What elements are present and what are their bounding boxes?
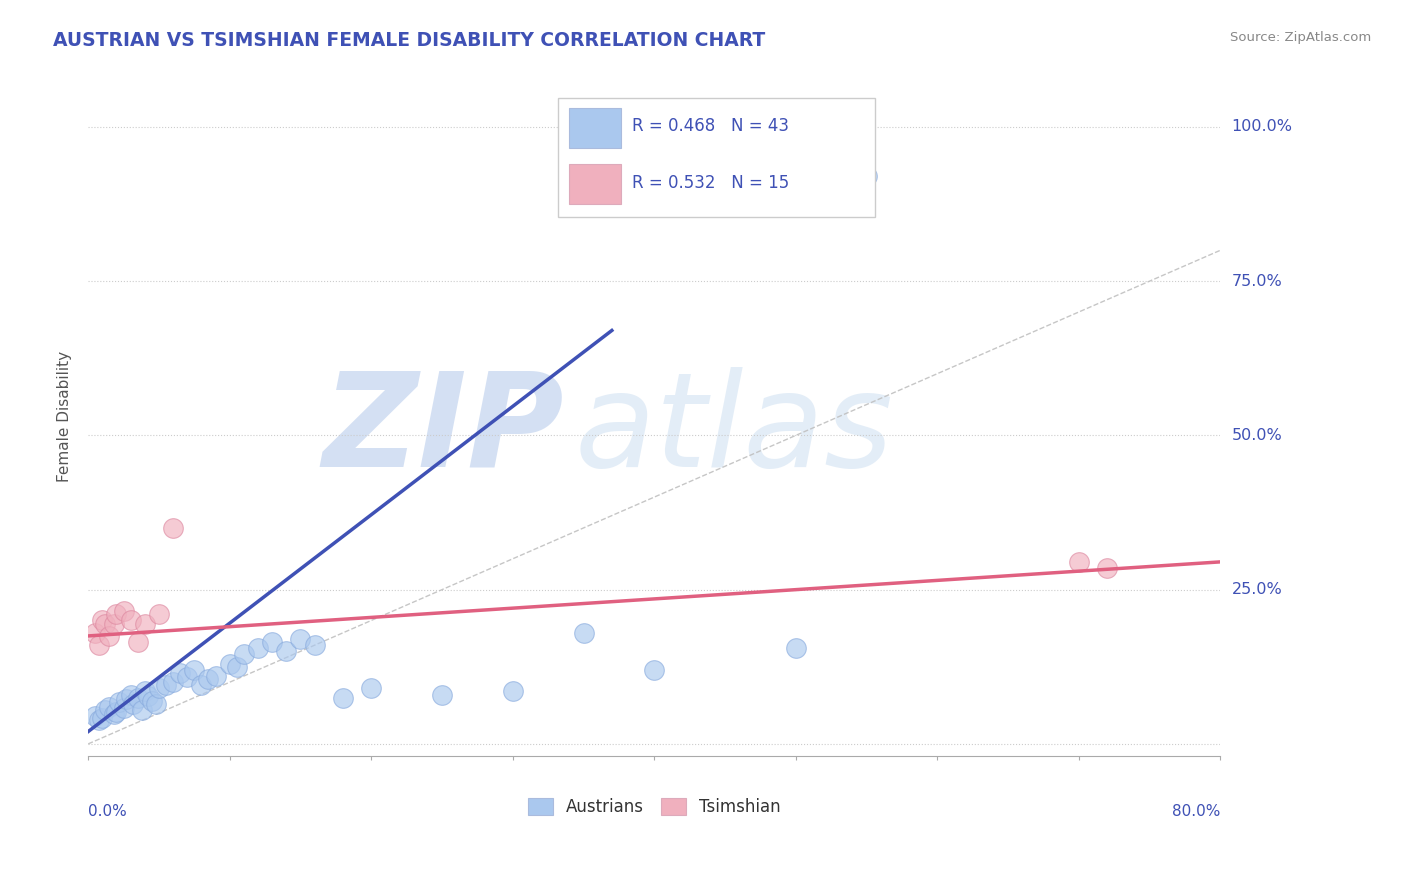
Point bbox=[162, 521, 184, 535]
Point bbox=[225, 660, 247, 674]
Point bbox=[276, 644, 298, 658]
Text: 50.0%: 50.0% bbox=[1232, 428, 1282, 442]
Point bbox=[84, 625, 107, 640]
Point bbox=[197, 672, 219, 686]
FancyBboxPatch shape bbox=[558, 98, 875, 217]
Point bbox=[127, 635, 149, 649]
Point bbox=[94, 703, 117, 717]
Text: ZIP: ZIP bbox=[322, 367, 564, 494]
Text: 75.0%: 75.0% bbox=[1232, 274, 1282, 289]
Point bbox=[103, 707, 125, 722]
Point bbox=[360, 681, 382, 696]
Text: AUSTRIAN VS TSIMSHIAN FEMALE DISABILITY CORRELATION CHART: AUSTRIAN VS TSIMSHIAN FEMALE DISABILITY … bbox=[53, 31, 766, 50]
Point bbox=[430, 688, 453, 702]
Point bbox=[91, 711, 114, 725]
Point bbox=[122, 697, 145, 711]
FancyBboxPatch shape bbox=[569, 108, 621, 148]
Point bbox=[332, 690, 354, 705]
Text: atlas: atlas bbox=[575, 367, 894, 494]
Point bbox=[176, 670, 198, 684]
Point bbox=[855, 169, 877, 184]
Point bbox=[136, 689, 159, 703]
Text: 25.0%: 25.0% bbox=[1232, 582, 1282, 597]
Point bbox=[105, 705, 128, 719]
Point bbox=[204, 669, 226, 683]
Point bbox=[98, 699, 121, 714]
Point bbox=[134, 616, 156, 631]
Point bbox=[183, 663, 205, 677]
Point bbox=[1097, 561, 1119, 575]
Point bbox=[89, 714, 111, 728]
Point bbox=[218, 657, 240, 671]
Point bbox=[141, 694, 163, 708]
Point bbox=[120, 614, 142, 628]
Point bbox=[262, 635, 284, 649]
Text: Source: ZipAtlas.com: Source: ZipAtlas.com bbox=[1230, 31, 1371, 45]
Text: 80.0%: 80.0% bbox=[1173, 804, 1220, 819]
Point bbox=[572, 625, 595, 640]
Point bbox=[290, 632, 312, 646]
Point bbox=[94, 616, 117, 631]
Point bbox=[91, 614, 114, 628]
Text: R = 0.468   N = 43: R = 0.468 N = 43 bbox=[631, 118, 789, 136]
Point bbox=[1067, 555, 1090, 569]
Point bbox=[120, 688, 142, 702]
Point bbox=[105, 607, 128, 622]
Point bbox=[246, 641, 269, 656]
Point bbox=[502, 684, 524, 698]
Point bbox=[162, 675, 184, 690]
Point bbox=[145, 697, 167, 711]
Point bbox=[190, 678, 212, 692]
Point bbox=[103, 616, 125, 631]
Point bbox=[232, 648, 254, 662]
Point bbox=[112, 604, 135, 618]
Point bbox=[131, 703, 153, 717]
Legend: Austrians, Tsimshian: Austrians, Tsimshian bbox=[522, 791, 787, 822]
Point bbox=[785, 641, 807, 656]
Text: 100.0%: 100.0% bbox=[1232, 120, 1292, 135]
FancyBboxPatch shape bbox=[569, 164, 621, 204]
Point bbox=[643, 663, 665, 677]
Point bbox=[304, 638, 326, 652]
Point bbox=[148, 607, 170, 622]
Point bbox=[89, 638, 111, 652]
Point bbox=[134, 684, 156, 698]
Y-axis label: Female Disability: Female Disability bbox=[58, 351, 72, 483]
Point bbox=[108, 695, 131, 709]
Point bbox=[115, 692, 138, 706]
Text: 0.0%: 0.0% bbox=[89, 804, 127, 819]
Point bbox=[169, 665, 191, 680]
Text: R = 0.532   N = 15: R = 0.532 N = 15 bbox=[631, 174, 789, 192]
Point bbox=[84, 709, 107, 723]
Point bbox=[155, 678, 177, 692]
Point bbox=[112, 701, 135, 715]
Point bbox=[127, 690, 149, 705]
Point bbox=[148, 681, 170, 696]
Point bbox=[98, 629, 121, 643]
